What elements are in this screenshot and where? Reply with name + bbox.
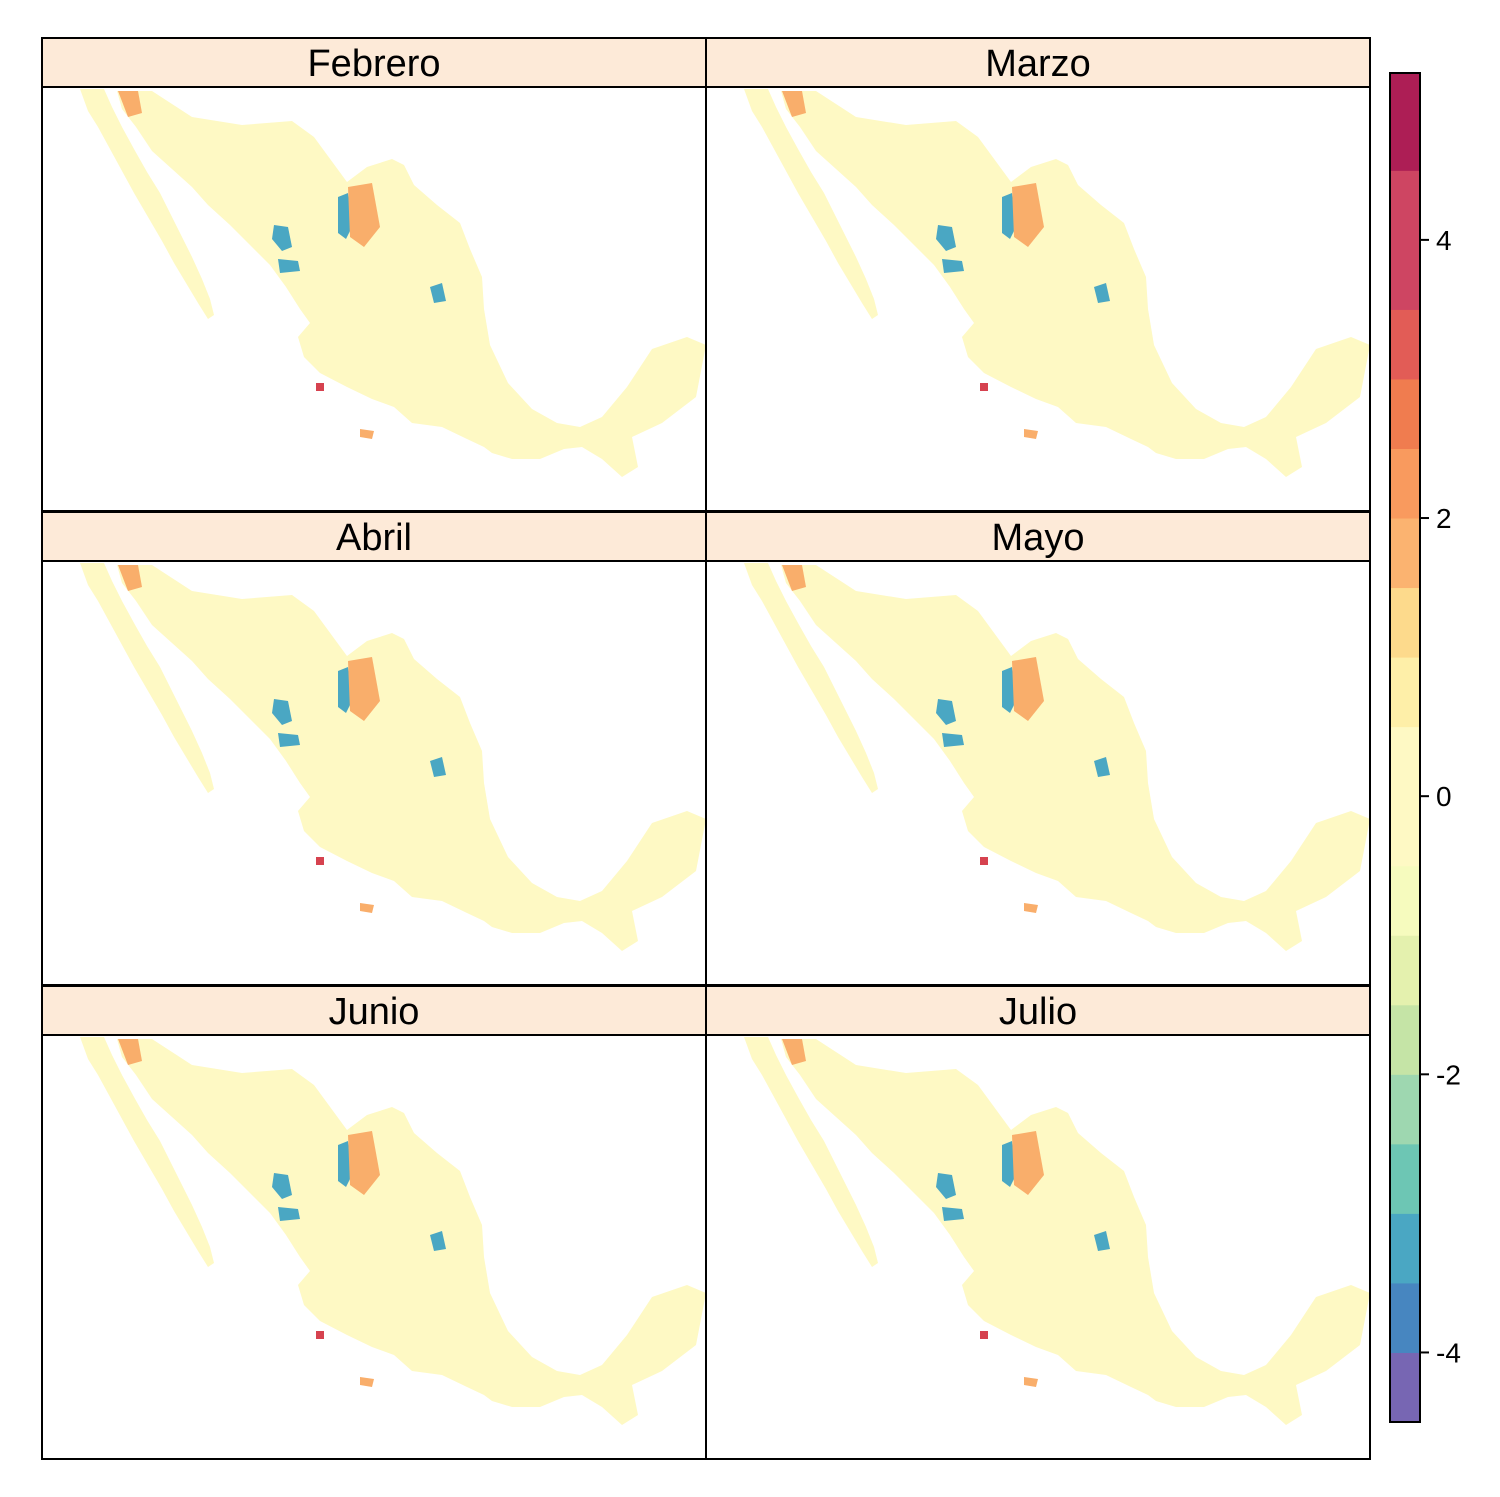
highlighted-municipality [360,429,374,439]
color-key-bin [1390,935,1420,1006]
highlighted-municipality [316,857,324,865]
highlighted-municipality [338,193,352,239]
highlighted-municipality [316,383,324,391]
highlighted-municipality [118,1039,142,1065]
color-key-border [1389,72,1421,1423]
highlighted-municipality [430,1231,446,1251]
map-panel: Abril [41,511,707,986]
highlighted-municipality [348,183,380,247]
color-key-bin [1390,1282,1420,1353]
color-key-bin [1390,726,1420,867]
color-key-bin [1390,378,1420,449]
color-key-bin [1390,1213,1420,1284]
highlighted-municipality [338,667,352,713]
highlighted-municipality [278,1207,300,1221]
highlighted-municipality [430,757,446,777]
panel-border [705,1034,1371,1460]
color-key-bin [1390,1143,1420,1214]
highlighted-municipality [942,1207,964,1221]
highlighted-municipality [278,733,300,747]
color-key-bin [1390,1352,1420,1423]
highlighted-municipality [316,1331,324,1339]
highlighted-municipality [782,1039,806,1065]
color-key-bin [1390,518,1420,589]
color-key: -4 -2 0 2 4 [1389,72,1461,1423]
highlighted-municipality [118,91,142,117]
highlighted-municipality [1012,183,1044,247]
highlighted-municipality [348,657,380,721]
color-key-bin [1390,865,1420,936]
highlighted-municipality [430,283,446,303]
color-key-bin [1390,448,1420,519]
highlighted-municipality [1094,283,1110,303]
highlighted-municipality [1002,1141,1016,1187]
highlighted-municipality [782,565,806,591]
highlighted-municipality [1094,757,1110,777]
color-key-bin [1390,587,1420,658]
highlighted-municipality [1024,903,1038,913]
map-panel: Febrero [41,37,707,512]
highlighted-municipality [118,565,142,591]
highlighted-municipality [980,383,988,391]
panel-title: Mayo [992,517,1085,559]
highlighted-municipality [942,259,964,273]
color-key-bin [1390,657,1420,728]
highlighted-municipality [980,857,988,865]
map-panel: Mayo [705,511,1371,986]
highlighted-municipality [272,699,292,725]
panel-title: Julio [999,991,1077,1033]
color-key-bin [1390,170,1420,310]
color-key-tick-label: 0 [1436,781,1452,812]
map-panel: Julio [705,985,1371,1460]
color-key-bin [1390,309,1420,380]
map-panel: Junio [41,985,707,1460]
highlighted-municipality [1002,667,1016,713]
highlighted-municipality [782,91,806,117]
color-key-tick-label: 2 [1436,503,1452,534]
highlighted-municipality [1094,1231,1110,1251]
highlighted-municipality [936,699,956,725]
panel-title: Febrero [307,43,440,85]
highlighted-municipality [1002,193,1016,239]
highlighted-municipality [348,1131,380,1195]
highlighted-municipality [272,1173,292,1199]
highlighted-municipality [980,1331,988,1339]
panel-title: Abril [336,517,412,559]
panel-strip [41,37,707,88]
highlighted-municipality [942,733,964,747]
highlighted-municipality [338,1141,352,1187]
color-key-bin [1390,1004,1420,1075]
color-key-bin [1390,73,1420,171]
color-key-tick-label: -2 [1436,1059,1461,1090]
color-key-tick-label: 4 [1436,225,1452,256]
highlighted-municipality [360,903,374,913]
panel-title: Junio [329,991,420,1033]
map-panel: Marzo [705,37,1371,512]
highlighted-municipality [936,225,956,251]
panel-title: Marzo [985,43,1091,85]
highlighted-municipality [936,1173,956,1199]
color-key-tick-label: -4 [1436,1337,1461,1368]
highlighted-municipality [360,1377,374,1387]
highlighted-municipality [1012,1131,1044,1195]
panel-strip [705,985,1371,1036]
highlighted-municipality [1012,657,1044,721]
highlighted-municipality [1024,429,1038,439]
color-key-bin [1390,1074,1420,1145]
highlighted-municipality [278,259,300,273]
highlighted-municipality [272,225,292,251]
highlighted-municipality [1024,1377,1038,1387]
panel-strip [41,985,707,1036]
